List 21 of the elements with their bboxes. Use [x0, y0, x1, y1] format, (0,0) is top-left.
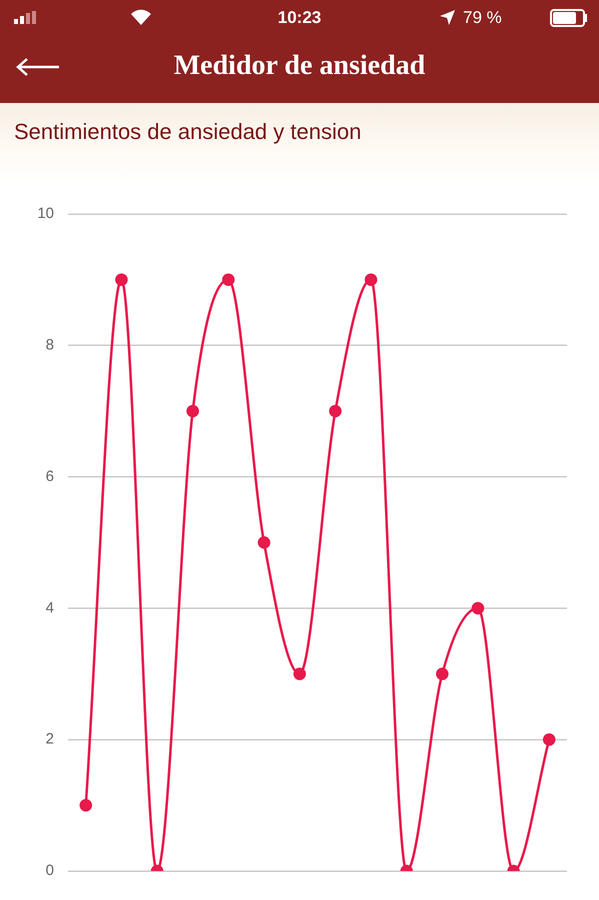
chart-title: Medidor de ansiedad: [172, 50, 426, 82]
point: [222, 273, 235, 286]
point: [436, 668, 448, 680]
point: [293, 668, 306, 680]
y-tick-label: 0: [46, 862, 54, 880]
y-tick-label: 6: [46, 468, 54, 485]
point: [542, 733, 556, 746]
point: [186, 404, 199, 418]
y-tick-label: 4: [46, 599, 54, 616]
point: [258, 536, 270, 549]
y-tick-label: 10: [37, 205, 54, 222]
point: [329, 404, 342, 418]
text: 79 %: [463, 8, 502, 28]
point: [115, 273, 128, 286]
y-tick-label: 8: [46, 336, 54, 354]
y-tick-label: 2: [46, 730, 54, 748]
point: [364, 273, 378, 286]
point: [472, 602, 484, 614]
chart-subtitle: Sentimientos de ansiedad y tension: [14, 119, 362, 145]
point: [80, 799, 92, 812]
text: 10:23: [278, 8, 322, 27]
